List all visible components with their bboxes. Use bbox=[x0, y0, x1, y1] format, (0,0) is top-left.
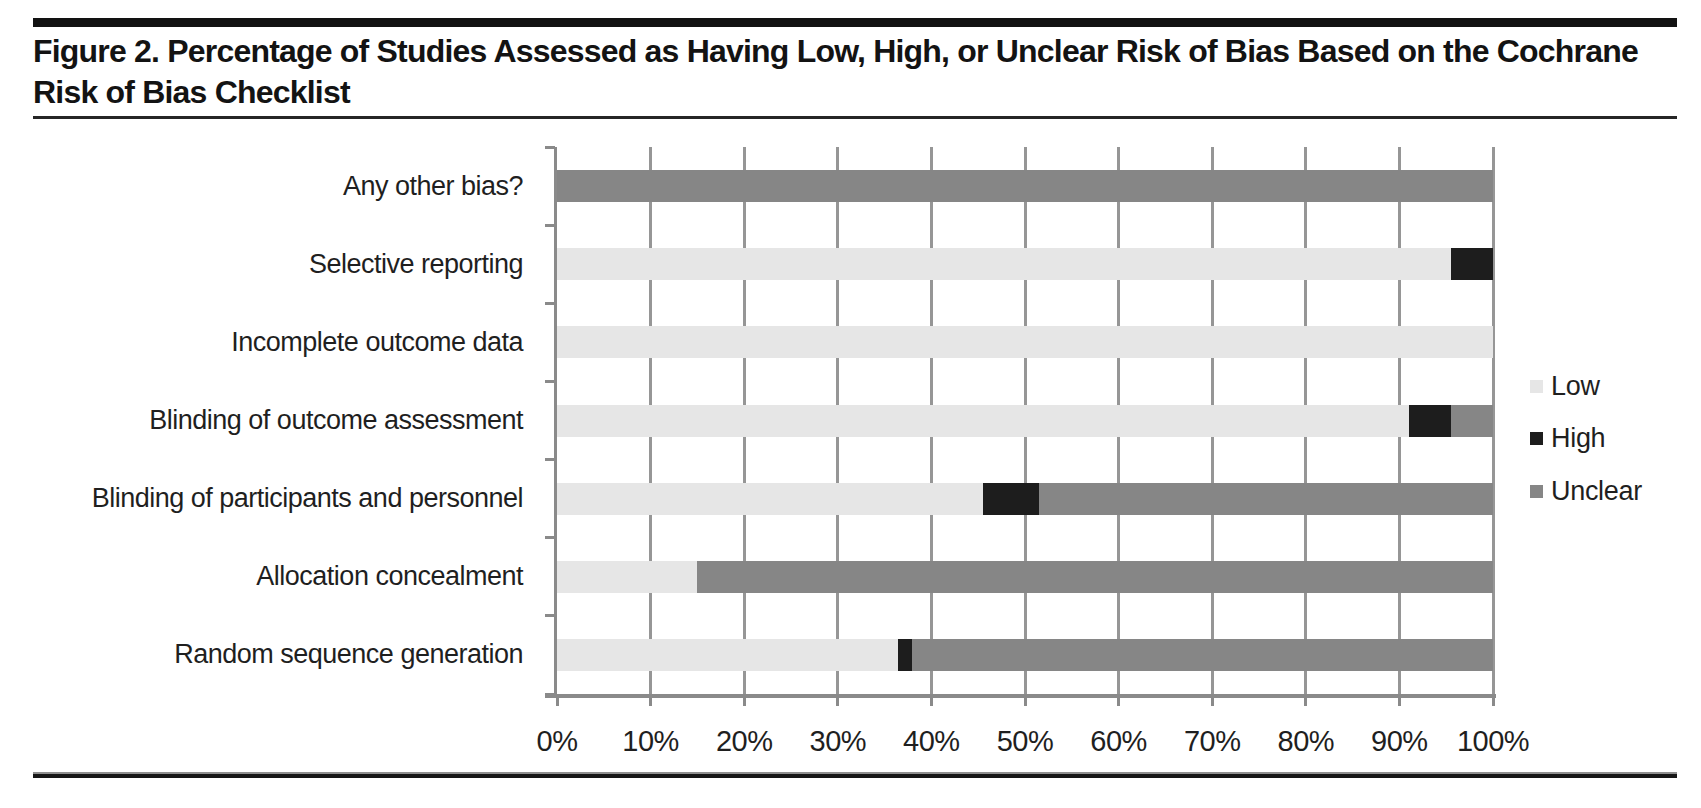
x-tick-label: 80% bbox=[1261, 725, 1351, 758]
top-rule bbox=[33, 18, 1677, 27]
legend-swatch-high bbox=[1530, 432, 1543, 445]
x-tick-label: 70% bbox=[1167, 725, 1257, 758]
bar-segment-low bbox=[557, 639, 898, 671]
x-tick-label: 40% bbox=[886, 725, 976, 758]
bar-segment-high bbox=[983, 483, 1039, 515]
category-label: Allocation concealment bbox=[28, 538, 523, 616]
x-tick-label: 30% bbox=[793, 725, 883, 758]
bar-segment-unclear bbox=[912, 639, 1493, 671]
bar-segment-unclear bbox=[1451, 405, 1493, 437]
legend-item-low: Low bbox=[1530, 370, 1600, 402]
title-rule bbox=[33, 116, 1677, 119]
y-axis-tick bbox=[545, 458, 555, 461]
legend-swatch-unclear bbox=[1530, 485, 1543, 498]
x-axis-tick bbox=[1211, 698, 1214, 706]
x-tick-label: 20% bbox=[699, 725, 789, 758]
x-axis-tick bbox=[930, 698, 933, 706]
y-axis-tick bbox=[545, 224, 555, 227]
x-tick-label: 10% bbox=[606, 725, 696, 758]
x-axis-line bbox=[545, 694, 1496, 698]
y-axis-line bbox=[554, 147, 557, 694]
x-axis-tick bbox=[743, 698, 746, 706]
x-axis-tick bbox=[1024, 698, 1027, 706]
x-axis-tick bbox=[649, 698, 652, 706]
x-axis-tick bbox=[1398, 698, 1401, 706]
bar-segment-low bbox=[557, 561, 697, 593]
x-axis-tick bbox=[1117, 698, 1120, 706]
y-axis-tick bbox=[545, 380, 555, 383]
x-axis-tick bbox=[836, 698, 839, 706]
bar-segment-unclear bbox=[1039, 483, 1493, 515]
bar-segment-low bbox=[557, 405, 1409, 437]
y-axis-tick bbox=[545, 302, 555, 305]
risk-of-bias-chart: Any other bias?Selective reportingIncomp… bbox=[0, 125, 1701, 765]
x-axis-tick bbox=[1304, 698, 1307, 706]
y-axis-tick bbox=[545, 536, 555, 539]
legend-item-unclear: Unclear bbox=[1530, 475, 1642, 507]
category-label: Blinding of outcome assessment bbox=[28, 381, 523, 459]
bar-segment-low bbox=[557, 248, 1451, 280]
legend-label: Low bbox=[1551, 371, 1600, 402]
bar-segment-high bbox=[1409, 405, 1451, 437]
bar-segment-unclear bbox=[557, 170, 1493, 202]
figure-page: Figure 2. Percentage of Studies Assessed… bbox=[0, 0, 1701, 808]
x-tick-label: 60% bbox=[1074, 725, 1164, 758]
bar-segment-unclear bbox=[697, 561, 1493, 593]
y-axis-tick bbox=[545, 146, 555, 149]
y-axis-tick bbox=[545, 614, 555, 617]
category-label: Any other bias? bbox=[28, 147, 523, 225]
bottom-rule bbox=[33, 772, 1677, 778]
figure-title: Figure 2. Percentage of Studies Assessed… bbox=[33, 31, 1673, 113]
category-label: Selective reporting bbox=[28, 225, 523, 303]
legend-swatch-low bbox=[1530, 380, 1543, 393]
x-tick-label: 100% bbox=[1448, 725, 1538, 758]
legend-item-high: High bbox=[1530, 422, 1605, 454]
bar-segment-low bbox=[557, 326, 1493, 358]
bar-segment-low bbox=[557, 483, 983, 515]
x-tick-label: 90% bbox=[1354, 725, 1444, 758]
bar-segment-high bbox=[1451, 248, 1493, 280]
legend-label: Unclear bbox=[1551, 476, 1642, 507]
x-tick-label: 0% bbox=[512, 725, 602, 758]
category-label: Incomplete outcome data bbox=[28, 303, 523, 381]
x-axis-tick bbox=[1492, 698, 1495, 706]
category-label: Random sequence generation bbox=[28, 616, 523, 694]
bar-segment-high bbox=[898, 639, 912, 671]
x-tick-label: 50% bbox=[980, 725, 1070, 758]
legend-label: High bbox=[1551, 423, 1605, 454]
category-label: Blinding of participants and personnel bbox=[28, 460, 523, 538]
x-axis-tick bbox=[556, 698, 559, 706]
